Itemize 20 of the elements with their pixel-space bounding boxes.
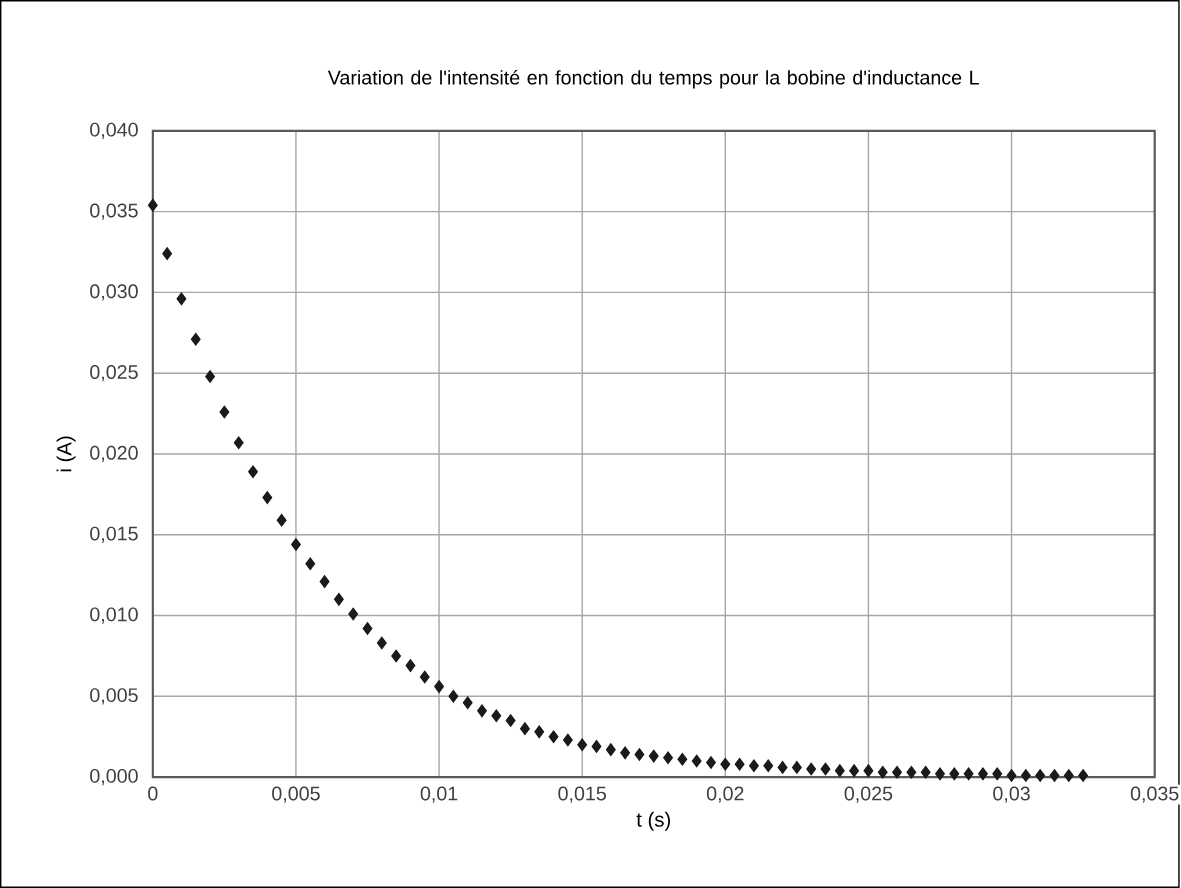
y-tick-label: 0,040 [90, 122, 138, 139]
x-tick-label: 0,025 [844, 786, 893, 803]
y-tick-label: 0,015 [90, 526, 138, 543]
y-tick-label: 0,005 [90, 688, 138, 705]
y-tick-label: 0,030 [90, 284, 138, 301]
x-tick-label: 0,035 [1130, 786, 1179, 803]
chart-title: Variation de l'intensité en fonction du temps pour la bobine d'inductance L [327, 69, 979, 89]
y-axis-title: i (A) [56, 436, 76, 472]
y-tick-label: 0,000 [90, 769, 138, 786]
y-tick-label: 0,020 [90, 445, 138, 463]
y-tick-label: 0,035 [90, 203, 138, 220]
x-tick-label: 0,02 [706, 786, 744, 803]
x-tick-label: 0,01 [420, 786, 458, 803]
x-axis-title: t (s) [636, 811, 670, 831]
y-tick-label: 0,010 [90, 607, 138, 624]
x-tick-label: 0,005 [272, 786, 320, 803]
x-tick-label: 0,015 [558, 786, 606, 803]
x-tick-label: 0 [148, 786, 158, 801]
x-tick-label: 0,03 [993, 786, 1030, 803]
y-tick-label: 0,025 [90, 365, 138, 382]
